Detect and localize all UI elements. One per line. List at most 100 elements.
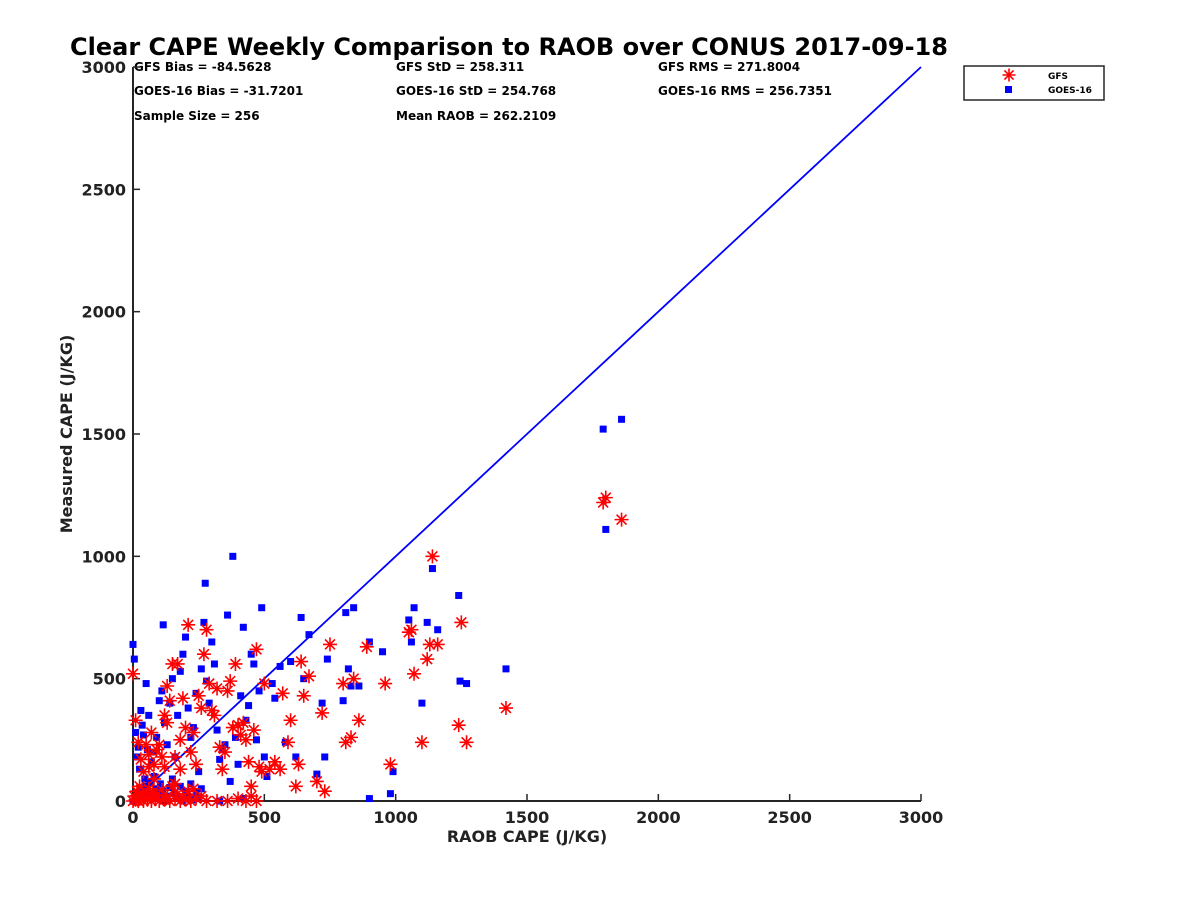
gfs-point (241, 754, 256, 769)
gfs-point (183, 745, 198, 760)
x-tick-label: 3000 (899, 808, 944, 827)
gfs-point (199, 794, 214, 808)
gfs-point (175, 691, 190, 706)
gfs-point (262, 762, 277, 777)
gfs-point (344, 730, 359, 745)
gfs-point (233, 727, 248, 742)
gfs-point (280, 735, 295, 750)
gfs-point (148, 791, 163, 806)
gfs-point (170, 786, 185, 801)
gfs-point (249, 642, 264, 657)
goes16-point (159, 621, 167, 629)
goes16-point (197, 785, 205, 793)
goes16-point (355, 682, 363, 690)
gfs-point (157, 708, 172, 723)
stat-mean-raob: Mean RAOB = 262.2109 (396, 109, 556, 123)
gfs-point (194, 789, 209, 804)
goes16-point (263, 773, 271, 781)
y-tick-label: 3000 (81, 58, 126, 77)
goes16-point (158, 687, 166, 695)
goes16-point (201, 579, 209, 587)
goes16-point (239, 623, 247, 631)
goes16-point (213, 726, 221, 734)
x-axis-label: RAOB CAPE (J/KG) (447, 827, 607, 846)
x-tick-label: 500 (248, 808, 281, 827)
goes16-point (423, 618, 431, 626)
stats-block: GFS Bias = -84.5628 GFS StD = 258.311 GF… (134, 60, 832, 123)
goes16-point (156, 780, 164, 788)
gfs-point (220, 683, 235, 698)
stat-goes-bias: GOES-16 Bias = -31.7201 (134, 84, 303, 98)
goes16-point (143, 746, 151, 754)
goes16-point (602, 525, 610, 533)
goes16-point (176, 782, 184, 790)
gfs-point (199, 622, 214, 637)
goes16-point (168, 775, 176, 783)
gfs-point (215, 762, 230, 777)
gfs-point (181, 617, 196, 632)
gfs-point (383, 757, 398, 772)
gfs-point (204, 703, 219, 718)
gfs-point (420, 652, 435, 667)
gfs-point (283, 713, 298, 728)
goes16-point (250, 660, 258, 668)
goes16-point (463, 680, 471, 688)
gfs-point (149, 742, 164, 757)
gfs-point (275, 686, 290, 701)
legend-gfs-marker (1002, 68, 1016, 82)
goes16-point (276, 662, 284, 670)
gfs-point (236, 715, 251, 730)
gfs-point (145, 785, 160, 800)
gfs-point (459, 735, 474, 750)
y-tick-label: 500 (93, 670, 126, 689)
y-tick-label: 1000 (81, 547, 126, 566)
goes16-point (221, 741, 229, 749)
goes16-point (168, 675, 176, 683)
goes16-point (208, 638, 216, 646)
gfs-point (244, 789, 259, 804)
goes16-point (386, 790, 394, 798)
goes16-point (137, 706, 145, 714)
goes16-point (365, 638, 373, 646)
goes16-point (418, 699, 426, 707)
legend-goes-marker (1005, 86, 1012, 93)
gfs-point (147, 757, 162, 772)
gfs-point (346, 671, 361, 686)
goes16-point (455, 591, 463, 599)
one-to-one-line (132, 66, 922, 802)
gfs-point (194, 701, 209, 716)
gfs-point (351, 713, 366, 728)
y-tick-label: 2000 (81, 303, 126, 322)
gfs-point (498, 701, 513, 716)
stat-goes-rms: GOES-16 RMS = 256.7351 (658, 84, 832, 98)
goes16-point (405, 616, 413, 624)
gfs-point (157, 759, 172, 774)
gfs-point (168, 776, 183, 791)
gfs-point (152, 794, 167, 808)
goes16-point (153, 733, 161, 741)
goes16-point (260, 753, 268, 761)
goes16-point (255, 687, 263, 695)
gfs-point (294, 654, 309, 669)
goes16-point (155, 697, 163, 705)
goes16-point (187, 780, 195, 788)
goes16-point (205, 699, 213, 707)
legend-goes-label: GOES-16 (1048, 86, 1092, 96)
gfs-point (454, 615, 469, 630)
gfs-point (291, 757, 306, 772)
goes16-point (271, 694, 279, 702)
gfs-point (288, 779, 303, 794)
gfs-point (210, 681, 225, 696)
goes16-point (287, 658, 295, 666)
goes16-point (210, 660, 218, 668)
gfs-point (147, 771, 162, 786)
ticks: 0 500 1000 1500 2000 2500 3000 0 500 1000 1500 2000… (81, 58, 943, 827)
goes16-point (237, 692, 245, 700)
goes16-point (300, 675, 308, 683)
gfs-point (183, 794, 198, 808)
gfs-point (273, 762, 288, 777)
stat-gfs-rms: GFS RMS = 271.8004 (658, 60, 800, 74)
gfs-point (152, 737, 167, 752)
gfs-point (257, 676, 272, 691)
goes16-point (200, 618, 208, 626)
